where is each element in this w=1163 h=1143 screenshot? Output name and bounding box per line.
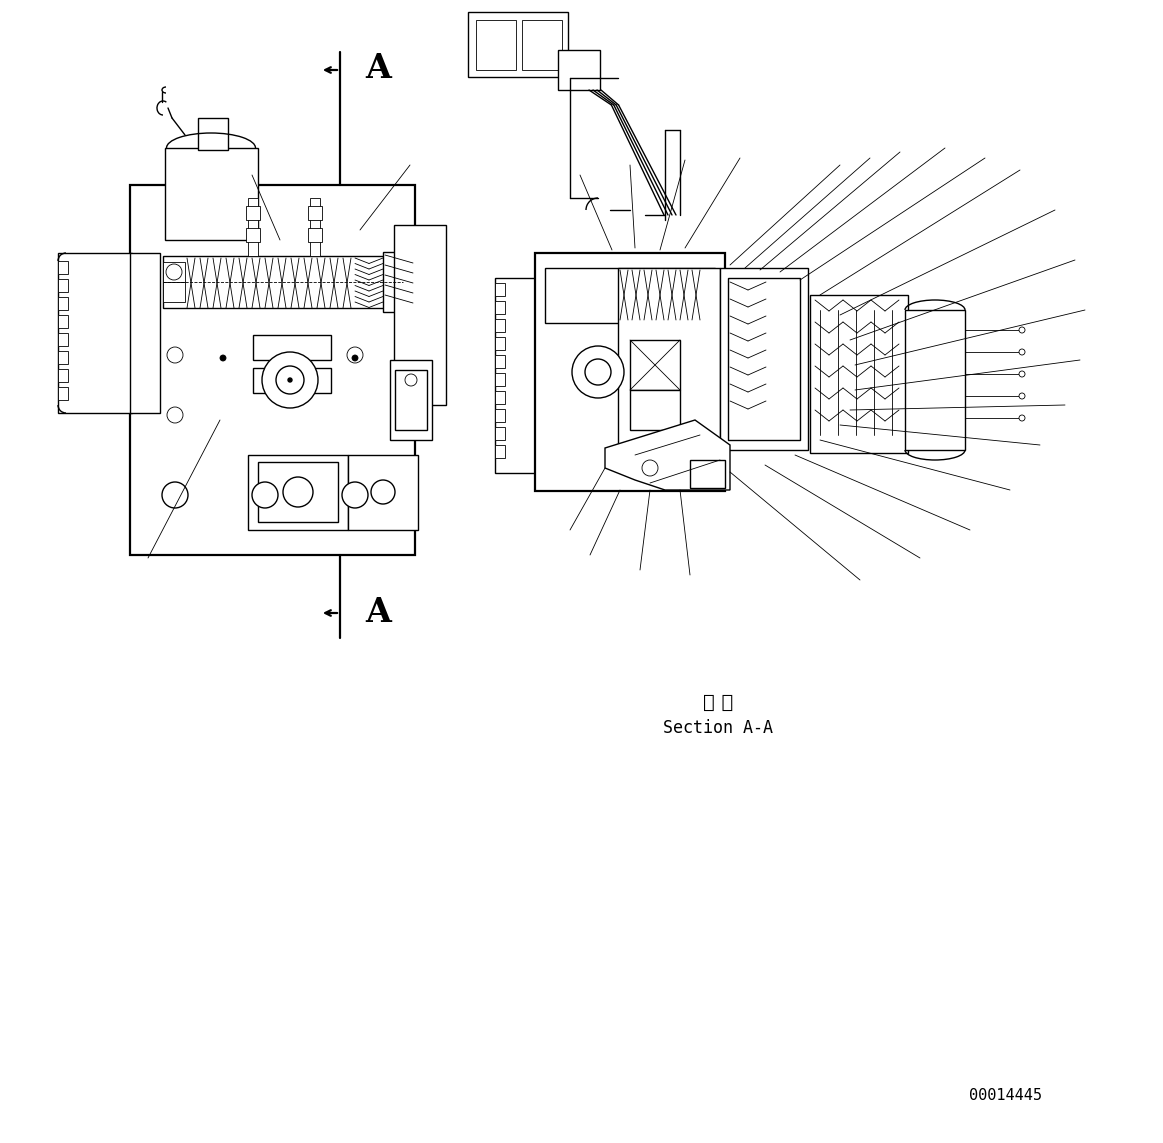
Bar [630,390,680,430]
Bar [495,301,505,314]
Bar [248,198,258,256]
Bar [163,256,404,307]
Bar [254,335,331,360]
Bar [728,278,800,440]
Bar [495,427,505,440]
Circle shape [405,374,418,386]
Bar [247,206,261,219]
Polygon shape [605,419,730,490]
Bar [58,279,67,291]
Bar [476,19,516,70]
Bar [905,310,965,450]
Bar [495,445,505,458]
Circle shape [1019,371,1025,377]
Bar [58,261,67,274]
Circle shape [167,347,183,363]
Bar [58,387,67,400]
Circle shape [1019,327,1025,333]
Text: 00014445: 00014445 [969,1087,1042,1103]
Bar [247,227,261,242]
Bar [495,319,505,331]
Bar [495,337,505,350]
Bar [495,391,505,403]
Bar [495,355,505,368]
Bar [495,283,505,296]
Circle shape [252,482,278,507]
Circle shape [220,355,226,361]
Text: 断 面: 断 面 [702,693,733,711]
Bar [308,227,322,242]
Circle shape [352,355,358,361]
Circle shape [371,480,395,504]
Bar [248,455,348,530]
Bar [522,19,562,70]
Bar [58,333,67,346]
Bar [495,409,505,422]
Bar [720,267,808,450]
Bar [395,370,427,430]
Bar [535,253,725,491]
Text: A: A [365,597,391,630]
Circle shape [1019,393,1025,399]
Bar [809,295,908,453]
Bar [495,373,505,386]
Circle shape [347,347,363,363]
Bar [58,297,67,310]
Circle shape [166,264,181,280]
Bar [630,339,680,390]
Bar [618,267,720,448]
Circle shape [342,482,368,507]
Circle shape [572,346,625,398]
Bar [198,118,228,150]
Bar [390,360,431,440]
Bar [163,262,185,282]
Bar [163,282,185,302]
Circle shape [262,352,317,408]
Circle shape [585,359,611,385]
Bar [690,459,725,488]
Bar [58,315,67,328]
Bar [308,206,322,219]
Bar [58,253,131,413]
Bar [495,278,543,473]
Bar [383,251,416,312]
Bar [130,253,160,413]
Bar [468,11,568,77]
Bar [58,369,67,382]
Circle shape [642,459,658,475]
Bar [545,267,715,323]
Circle shape [276,366,304,394]
Bar [130,185,415,555]
Bar [311,198,320,256]
Bar [58,351,67,363]
Bar [165,147,258,240]
Bar [254,368,331,393]
Bar [394,225,445,405]
Circle shape [283,477,313,507]
Bar [258,462,338,522]
Bar [558,50,600,90]
Text: Section A-A: Section A-A [663,719,773,737]
Bar [348,455,418,530]
Circle shape [162,482,188,507]
Circle shape [288,378,292,382]
Circle shape [1019,349,1025,355]
Text: A: A [365,51,391,85]
Circle shape [1019,415,1025,421]
Circle shape [167,407,183,423]
